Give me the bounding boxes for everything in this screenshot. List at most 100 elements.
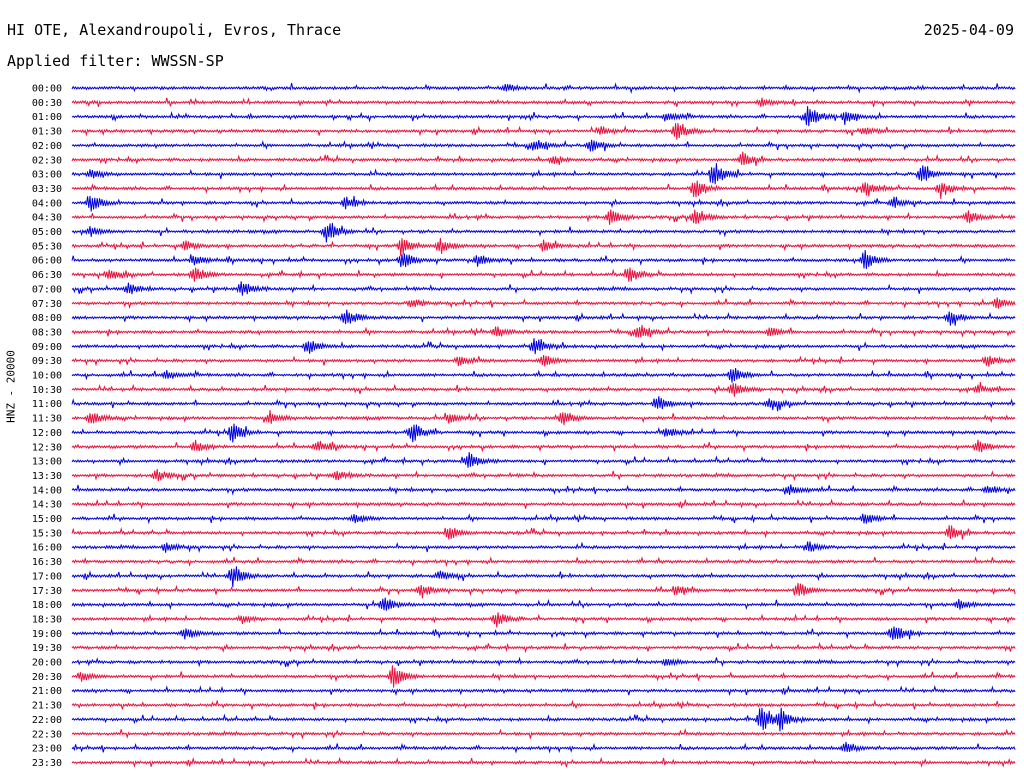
trace-0900 <box>71 338 1016 355</box>
trace-0000 <box>71 82 1016 95</box>
row-label-1100: 11:00 <box>32 399 62 410</box>
row-label-1530: 15:30 <box>32 528 62 539</box>
row-label-2230: 22:30 <box>32 729 62 740</box>
trace-2000 <box>71 656 1016 668</box>
row-label-0530: 05:30 <box>32 241 62 252</box>
trace-0230 <box>71 151 1016 167</box>
trace-0530 <box>71 237 1016 257</box>
trace-2330 <box>71 756 1016 768</box>
trace-0030 <box>71 97 1016 108</box>
trace-1130 <box>71 410 1016 426</box>
trace-1630 <box>71 556 1016 568</box>
row-label-1300: 13:00 <box>32 457 62 468</box>
trace-1400 <box>71 484 1016 496</box>
filter-label: Applied filter: WWSSN-SP <box>7 52 224 70</box>
trace-1230 <box>71 439 1016 453</box>
trace-1700 <box>71 566 1016 588</box>
trace-1300 <box>71 452 1016 468</box>
row-label-0330: 03:30 <box>32 184 62 195</box>
trace-2200 <box>71 707 1016 732</box>
row-label-0200: 02:00 <box>32 141 62 152</box>
row-label-1730: 17:30 <box>32 586 62 597</box>
row-label-1930: 19:30 <box>32 643 62 654</box>
row-label-1900: 19:00 <box>32 629 62 640</box>
trace-1200 <box>71 423 1016 443</box>
trace-2130 <box>71 699 1016 711</box>
trace-0930 <box>71 354 1016 367</box>
row-label-0230: 02:30 <box>32 155 62 166</box>
trace-1000 <box>71 367 1016 383</box>
row-labels: 00:00 00:30 01:00 01:30 02:00 02:30 03:00 03:30… <box>32 84 62 769</box>
station-title: HI OTE, Alexandroupoli, Evros, Thrace <box>7 21 342 39</box>
row-label-0000: 00:00 <box>32 84 62 95</box>
trace-0330 <box>71 180 1016 200</box>
row-label-2000: 20:00 <box>32 658 62 669</box>
trace-0200 <box>71 139 1016 152</box>
trace-1430 <box>71 498 1016 510</box>
trace-0830 <box>71 324 1016 338</box>
trace-0130 <box>71 123 1016 140</box>
row-label-0900: 09:00 <box>32 342 62 353</box>
row-label-2300: 23:00 <box>32 744 62 755</box>
row-label-0700: 07:00 <box>32 284 62 295</box>
row-label-0830: 08:30 <box>32 327 62 338</box>
trace-2230 <box>71 727 1016 740</box>
trace-0730 <box>71 297 1016 310</box>
trace-0600 <box>71 249 1016 269</box>
row-label-1000: 10:00 <box>32 371 62 382</box>
row-label-2030: 20:30 <box>32 672 62 683</box>
trace-2100 <box>71 685 1016 697</box>
row-label-1830: 18:30 <box>32 614 62 625</box>
traces <box>71 82 1016 768</box>
row-label-2200: 22:00 <box>32 715 62 726</box>
trace-1730 <box>71 582 1016 599</box>
row-label-0030: 00:30 <box>32 98 62 109</box>
trace-1100 <box>71 396 1016 412</box>
trace-0500 <box>71 222 1016 243</box>
row-label-1800: 18:00 <box>32 600 62 611</box>
row-label-1700: 17:00 <box>32 571 62 582</box>
trace-0430 <box>71 209 1016 225</box>
trace-1830 <box>71 612 1016 628</box>
row-label-0130: 01:30 <box>32 127 62 138</box>
trace-0400 <box>71 195 1016 212</box>
row-label-0800: 08:00 <box>32 313 62 324</box>
row-label-1500: 15:00 <box>32 514 62 525</box>
row-label-1200: 12:00 <box>32 428 62 439</box>
row-label-0430: 04:30 <box>32 213 62 224</box>
trace-0630 <box>71 267 1016 282</box>
row-label-0100: 01:00 <box>32 112 62 123</box>
row-label-1330: 13:30 <box>32 471 62 482</box>
trace-1500 <box>71 512 1016 525</box>
trace-0300 <box>71 163 1016 185</box>
trace-1930 <box>71 641 1016 654</box>
trace-1600 <box>71 541 1016 554</box>
row-label-1030: 10:30 <box>32 385 62 396</box>
row-label-2100: 21:00 <box>32 686 62 697</box>
plot-date: 2025-04-09 <box>923 21 1014 39</box>
row-label-1430: 14:30 <box>32 500 62 511</box>
row-label-1230: 12:30 <box>32 442 62 453</box>
row-label-0930: 09:30 <box>32 356 62 367</box>
row-label-1630: 16:30 <box>32 557 62 568</box>
row-label-2330: 23:30 <box>32 758 62 769</box>
row-label-1400: 14:00 <box>32 485 62 496</box>
trace-1800 <box>71 597 1016 611</box>
row-label-1600: 16:00 <box>32 543 62 554</box>
trace-1530 <box>71 525 1016 540</box>
row-label-0730: 07:30 <box>32 299 62 310</box>
trace-1330 <box>71 469 1016 482</box>
trace-0700 <box>71 281 1016 296</box>
row-label-2130: 21:30 <box>32 701 62 712</box>
trace-2300 <box>71 741 1016 754</box>
trace-1900 <box>71 626 1016 640</box>
row-label-0300: 03:00 <box>32 170 62 181</box>
trace-0100 <box>71 106 1016 127</box>
trace-1030 <box>71 382 1016 397</box>
row-label-0630: 06:30 <box>32 270 62 281</box>
trace-2030 <box>71 665 1016 688</box>
trace-0800 <box>71 309 1016 326</box>
row-label-0400: 04:00 <box>32 198 62 209</box>
row-label-0600: 06:00 <box>32 256 62 267</box>
